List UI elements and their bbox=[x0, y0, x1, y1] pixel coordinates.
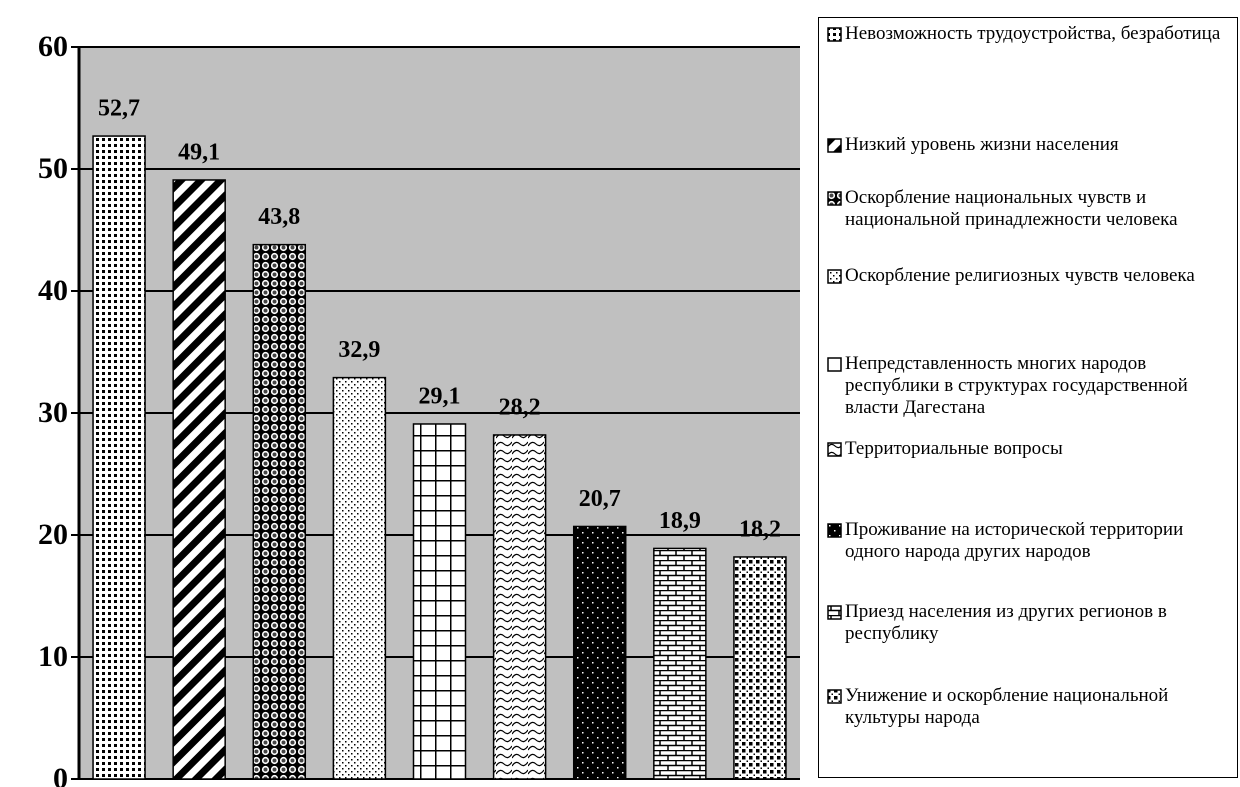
y-tick-label: 60 bbox=[38, 30, 68, 63]
legend-entry: Приезд населения из других регионов в ре… bbox=[827, 601, 1237, 645]
legend-swatch-box bbox=[827, 442, 842, 457]
data-label: 28,2 bbox=[499, 394, 541, 420]
legend-entry: Низкий уровень жизни населения bbox=[827, 134, 1237, 156]
legend-swatch bbox=[827, 138, 842, 153]
legend-swatch bbox=[827, 27, 842, 42]
legend-label: Приезд населения из других регионов в ре… bbox=[845, 601, 1167, 644]
bar bbox=[332, 376, 387, 780]
data-label: 52,7 bbox=[98, 96, 140, 122]
data-label: 43,8 bbox=[258, 204, 300, 230]
legend-swatch-box bbox=[827, 357, 842, 372]
data-label: 18,2 bbox=[739, 516, 781, 542]
legend-label: Территориальные вопросы bbox=[845, 438, 1063, 459]
legend-swatch-box bbox=[827, 689, 842, 704]
y-tick-label: 30 bbox=[38, 396, 68, 429]
legend-entry: Непредставленность многих народов респуб… bbox=[827, 353, 1237, 419]
legend-swatch-box bbox=[827, 27, 842, 42]
bar bbox=[733, 556, 787, 780]
legend-swatch bbox=[827, 269, 842, 284]
legend-swatch bbox=[827, 689, 842, 704]
legend-entry: Проживание на исторической территории од… bbox=[827, 519, 1237, 563]
bar bbox=[572, 525, 627, 780]
legend-entry: Оскорбление национальных чувств и национ… bbox=[827, 187, 1237, 231]
bar bbox=[172, 179, 226, 780]
legend-swatch-box bbox=[827, 138, 842, 153]
legend-entry: Территориальные вопросы bbox=[827, 438, 1237, 460]
legend-label: Непредставленность многих народов респуб… bbox=[845, 353, 1188, 418]
legend-swatch-box bbox=[827, 191, 842, 206]
legend-swatch-box bbox=[827, 605, 842, 620]
legend-label: Оскорбление национальных чувств и национ… bbox=[845, 187, 1178, 230]
bar bbox=[252, 243, 307, 780]
y-tick-label: 0 bbox=[53, 762, 68, 787]
y-tick-label: 10 bbox=[38, 640, 68, 673]
bar bbox=[92, 135, 146, 780]
legend-label: Низкий уровень жизни населения bbox=[845, 134, 1119, 155]
legend-label: Оскорбление религиозных чувств человека bbox=[845, 265, 1195, 286]
legend-label: Унижение и оскорбление национальной куль… bbox=[845, 685, 1169, 728]
legend-label: Невозможность трудоустройства, безработи… bbox=[845, 23, 1221, 44]
legend-swatch-box bbox=[827, 523, 842, 538]
legend-swatch bbox=[827, 191, 842, 206]
bar bbox=[653, 547, 707, 780]
legend-swatch bbox=[827, 357, 842, 372]
y-tick-label: 50 bbox=[38, 152, 68, 185]
bar bbox=[492, 434, 547, 780]
legend-swatch bbox=[827, 442, 842, 457]
bar bbox=[412, 423, 467, 780]
chart: 0 10 20 30 40 50 60 52,7 49,1 43,8 32,9 29,1 28,2 20,… bbox=[38, 30, 800, 787]
y-tick-label: 20 bbox=[38, 518, 68, 551]
legend-swatch bbox=[827, 523, 842, 538]
legend-entry: Невозможность трудоустройства, безработи… bbox=[827, 23, 1237, 45]
legend-entry: Унижение и оскорбление национальной куль… bbox=[827, 685, 1237, 729]
data-label: 18,9 bbox=[659, 508, 701, 534]
legend-swatch-box bbox=[827, 269, 842, 284]
data-label: 49,1 bbox=[178, 139, 220, 165]
legend: Невозможность трудоустройства, безработи… bbox=[818, 17, 1238, 778]
y-tick-label: 40 bbox=[38, 274, 68, 307]
data-label: 32,9 bbox=[338, 337, 380, 363]
legend-entry: Оскорбление религиозных чувств человека bbox=[827, 265, 1237, 287]
data-label: 20,7 bbox=[579, 486, 621, 512]
data-label: 29,1 bbox=[419, 383, 461, 409]
legend-label: Проживание на исторической территории од… bbox=[845, 519, 1184, 562]
legend-swatch bbox=[827, 605, 842, 620]
